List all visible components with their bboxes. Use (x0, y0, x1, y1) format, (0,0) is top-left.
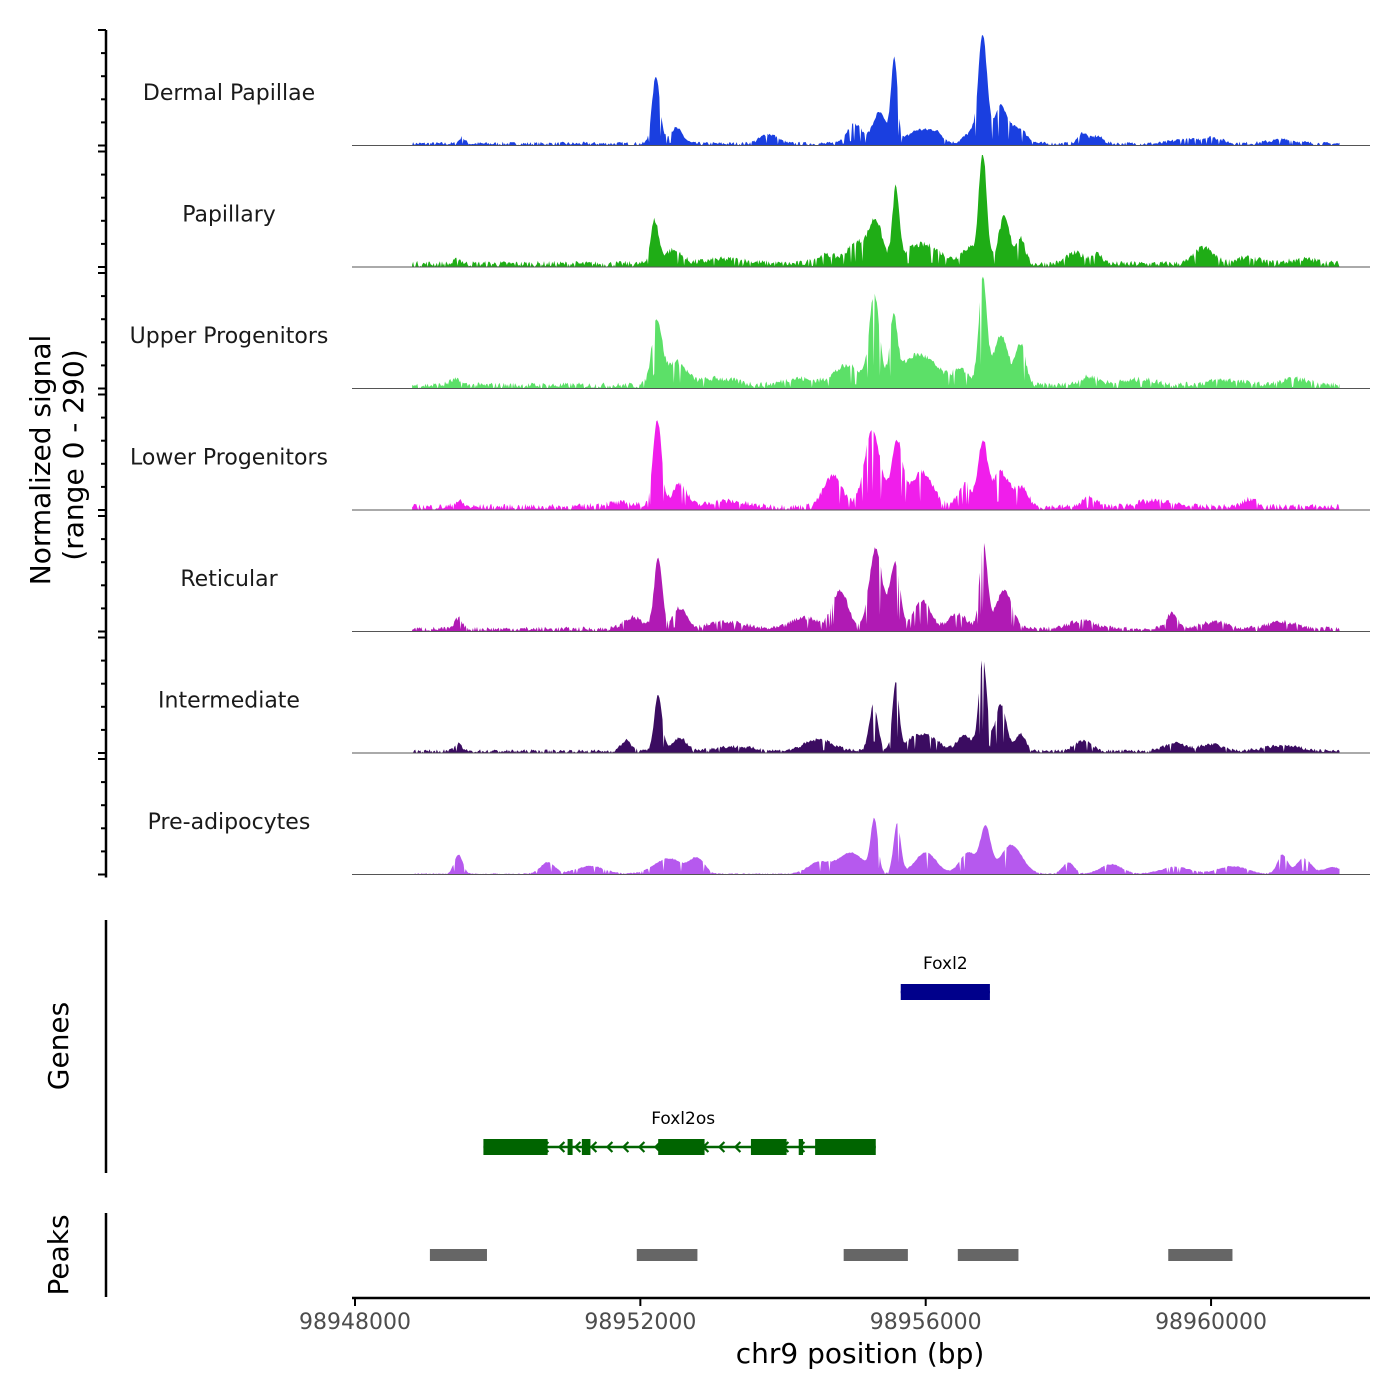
gene-label-0: Foxl2 (923, 954, 968, 974)
strand-arrow (605, 1141, 614, 1153)
genes-panel: Foxl2 Foxl2os (104, 920, 990, 1173)
gene-exon (798, 1139, 804, 1155)
strand-arrow (557, 1141, 566, 1153)
track-label-5: Intermediate (158, 689, 300, 714)
gene-exon (815, 1139, 876, 1155)
y-axis-title-line2: (range 0 - 290) (57, 349, 90, 560)
coverage-area-1 (412, 155, 1340, 267)
strand-arrow (733, 1141, 742, 1153)
strand-arrow (589, 1141, 598, 1153)
coverage-area-4 (412, 543, 1340, 632)
peak-region-4 (1168, 1249, 1233, 1261)
strand-arrow (637, 1141, 646, 1153)
coverage-area-5 (412, 660, 1340, 753)
peak-region-1 (636, 1249, 698, 1261)
peaks-panel (104, 1213, 1233, 1297)
strand-arrow (621, 1141, 630, 1153)
strand-arrow (717, 1141, 726, 1153)
gene-exon (483, 1139, 548, 1155)
peaks-panel-label: Peaks (42, 1214, 75, 1295)
gene-exon (581, 1139, 591, 1155)
coverage-area-2 (412, 276, 1340, 389)
y-axis-title-line1: Normalized signal (24, 335, 57, 586)
signal-y-axis (98, 29, 108, 878)
x-tick-label-3: 98960000 (1155, 1310, 1267, 1335)
x-axis: 98948000 98952000 98956000 98960000 (299, 1296, 1370, 1335)
track-label-0: Dermal Papillae (143, 81, 315, 106)
track-label-2: Upper Progenitors (130, 324, 329, 349)
coverage-area-6 (412, 817, 1340, 875)
gene-exon (750, 1139, 787, 1155)
peak-region-3 (957, 1249, 1019, 1261)
peak-region-2 (843, 1249, 908, 1261)
track-label-4: Reticular (180, 567, 278, 592)
coverage-tracks (352, 35, 1370, 875)
coverage-area-0 (412, 35, 1340, 146)
x-tick-label-0: 98948000 (299, 1310, 411, 1335)
x-tick-label-1: 98952000 (584, 1310, 696, 1335)
x-axis-title: chr9 position (bp) (736, 1337, 985, 1370)
coverage-area-3 (412, 420, 1340, 510)
x-tick-label-2: 98956000 (870, 1310, 982, 1335)
track-label-3: Lower Progenitors (130, 446, 328, 471)
peak-region-0 (429, 1249, 487, 1261)
track-labels: Dermal Papillae Papillary Upper Progenitor… (130, 81, 329, 835)
gene-exon (900, 984, 990, 1000)
track-label-1: Papillary (182, 203, 276, 228)
strand-arrow (573, 1141, 582, 1153)
genes-panel-label: Genes (42, 1002, 75, 1090)
track-label-6: Pre-adipocytes (148, 810, 311, 835)
gene-exon (658, 1139, 705, 1155)
gene-label-1: Foxl2os (651, 1109, 715, 1129)
gene-exon (567, 1139, 573, 1155)
